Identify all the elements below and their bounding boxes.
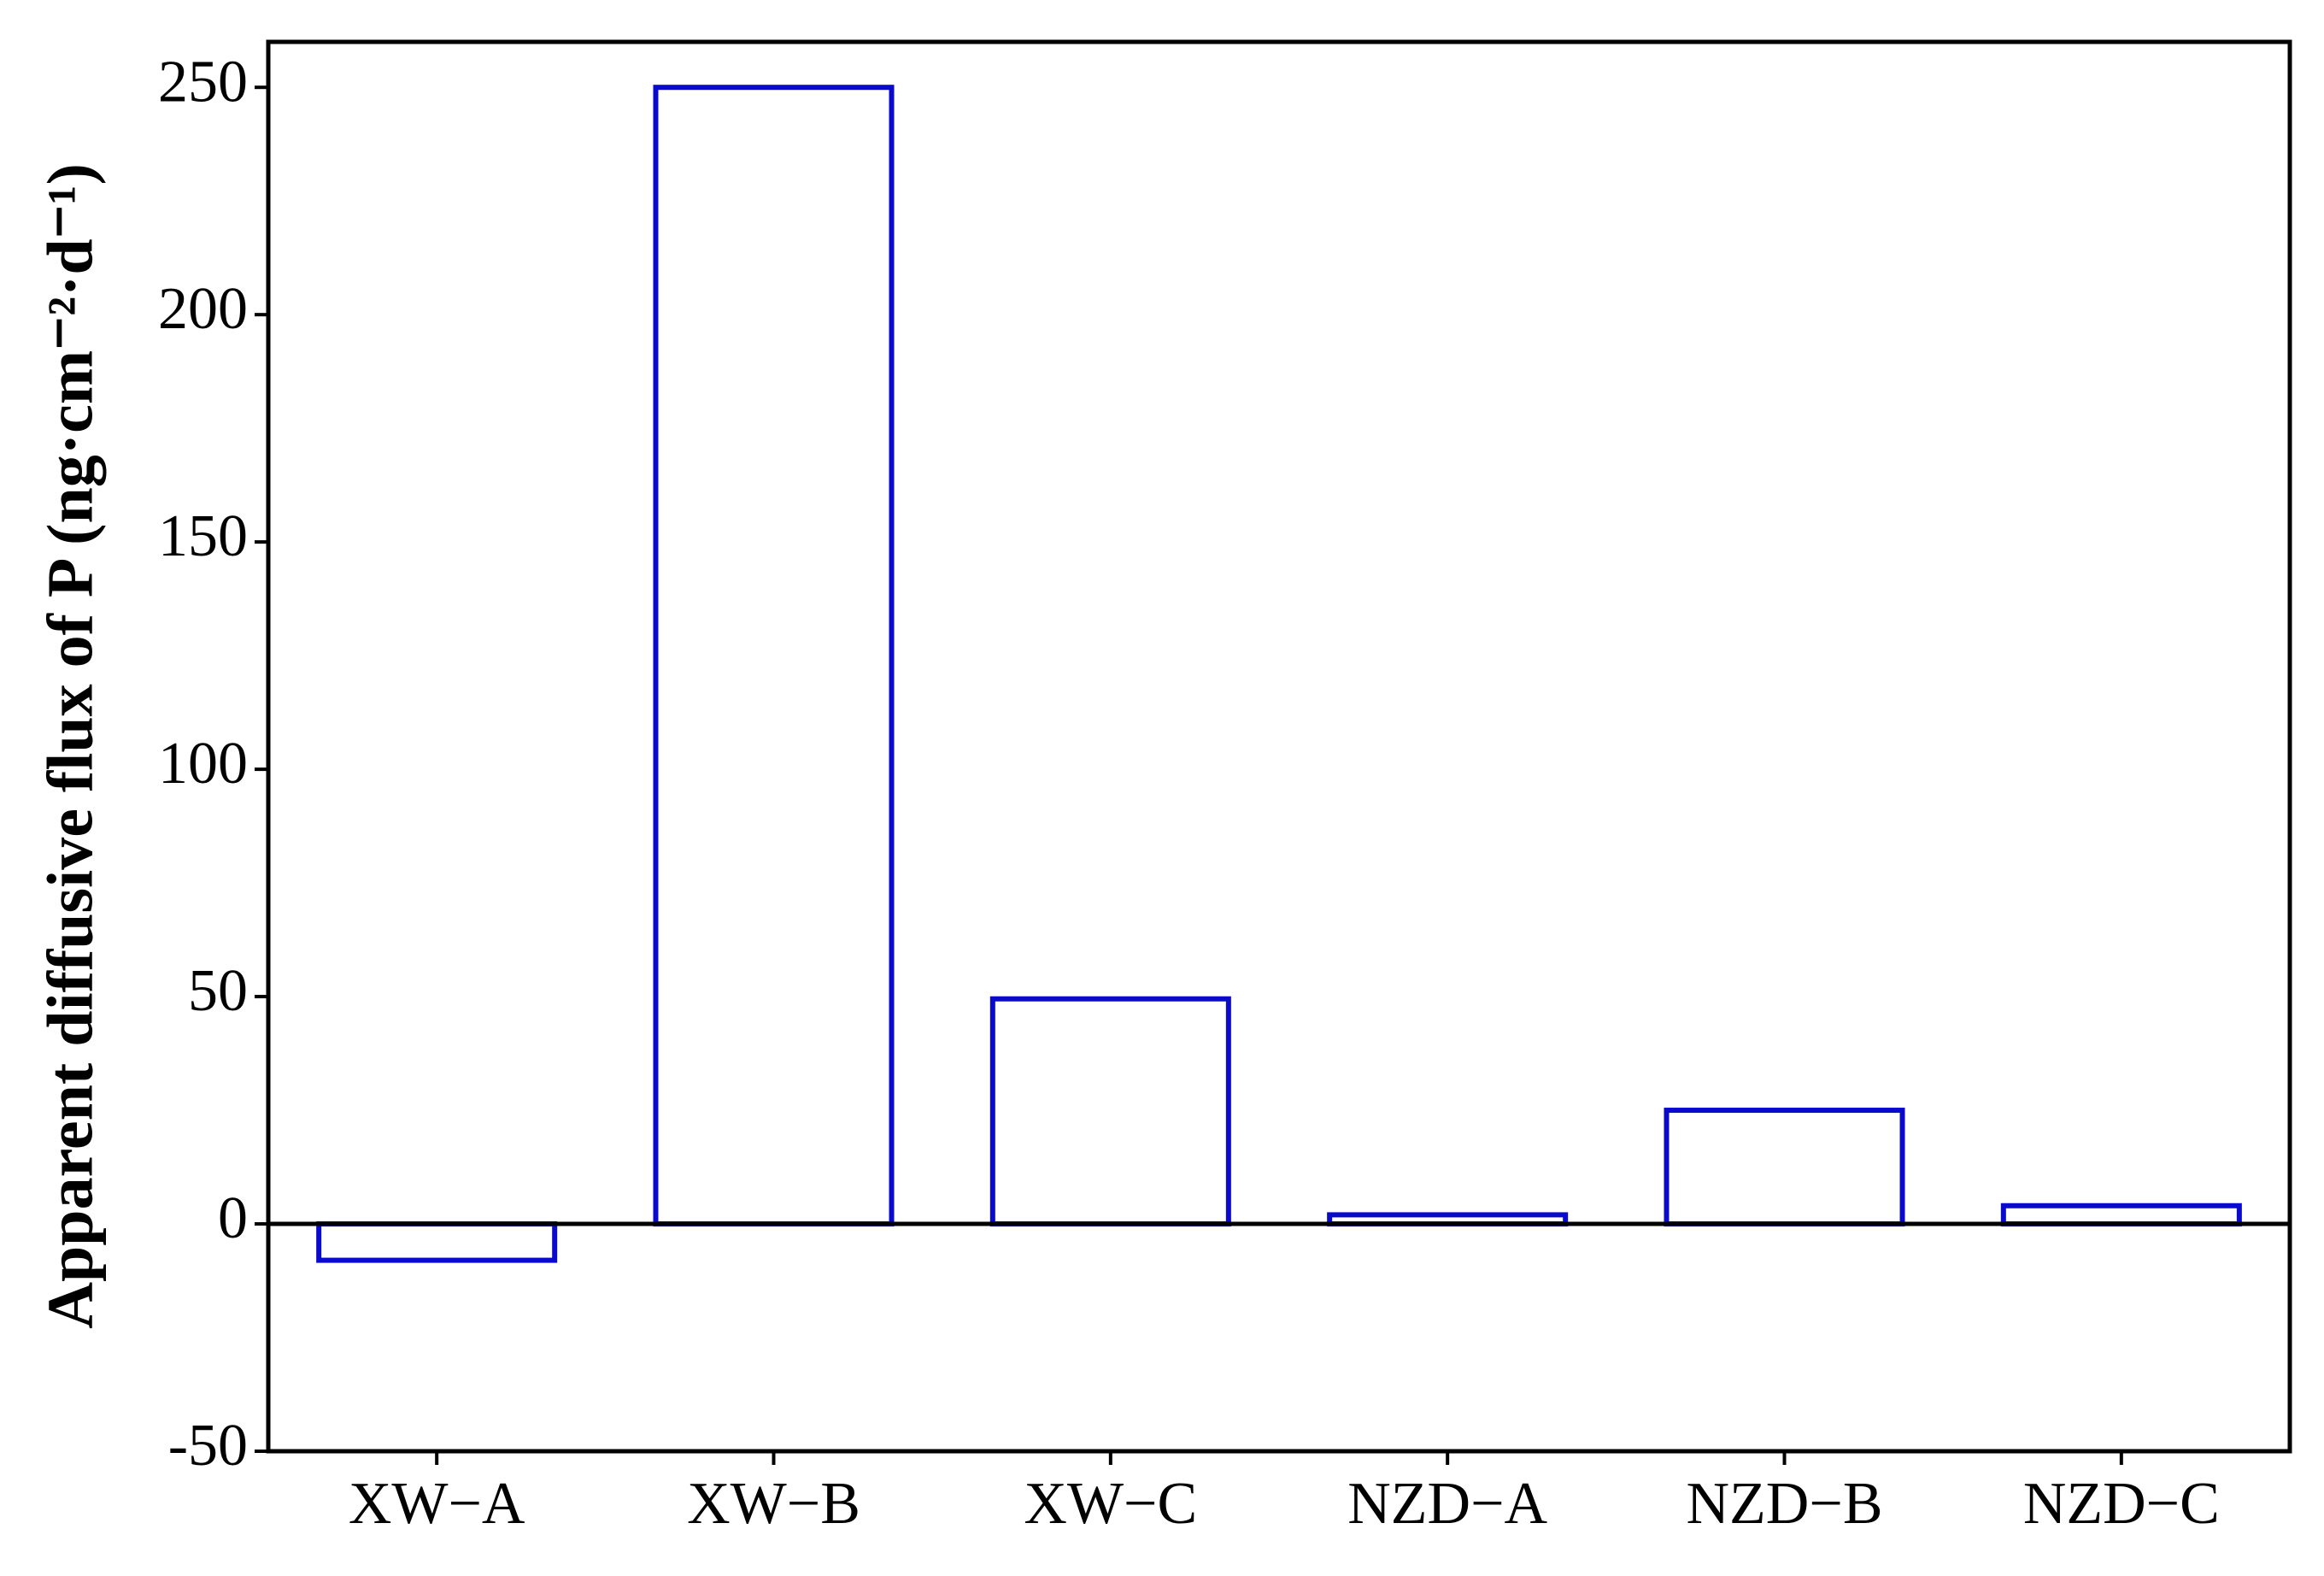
y-tick-label: 250	[158, 49, 248, 115]
plot-frame	[266, 39, 2292, 1454]
x-tick-label: NZD−A	[1347, 1471, 1547, 1537]
x-tick-label: NZD−B	[1686, 1471, 1882, 1537]
x-tick-label: XW−B	[687, 1471, 860, 1537]
y-tick-label: -50	[168, 1413, 248, 1479]
y-tick-label: 150	[158, 503, 248, 569]
x-tick-label: NZD−C	[2023, 1471, 2220, 1537]
y-axis-label: Apparent diffusive flux of P (ng·cm⁻²·d⁻…	[34, 163, 106, 1329]
y-tick-label: 100	[158, 731, 248, 797]
x-tick-label: XW−A	[349, 1471, 525, 1537]
y-tick-label: 50	[188, 958, 248, 1024]
x-tick-label: XW−C	[1024, 1471, 1197, 1537]
y-tick-label: 200	[158, 276, 248, 342]
y-tick-label: 0	[218, 1185, 248, 1251]
